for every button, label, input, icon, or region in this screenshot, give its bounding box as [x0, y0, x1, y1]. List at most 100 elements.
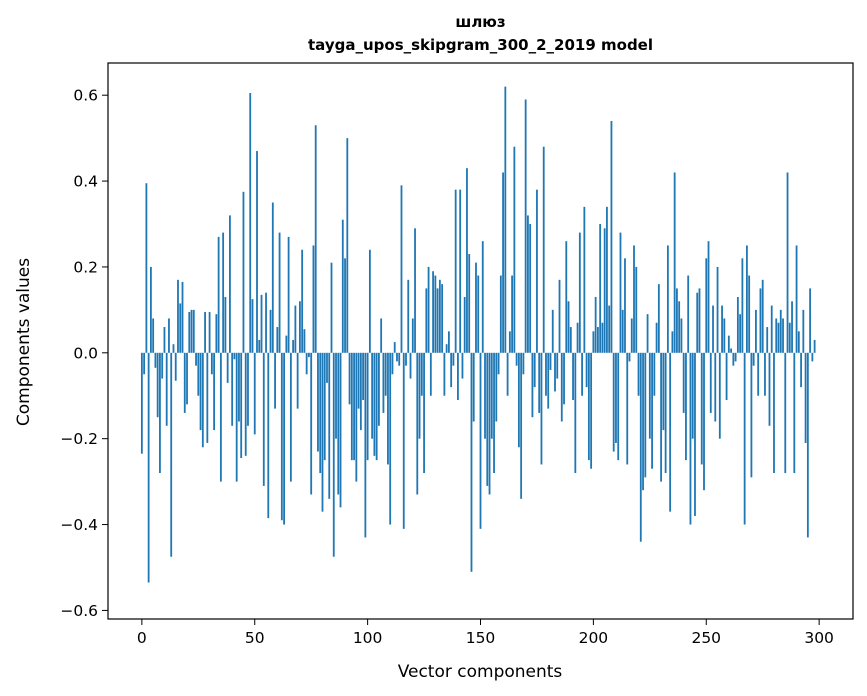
bar	[529, 224, 532, 353]
bar	[350, 352, 353, 461]
bar	[527, 215, 529, 353]
bar	[154, 352, 157, 368]
bar	[400, 185, 403, 353]
bar	[750, 352, 753, 478]
bar	[294, 305, 297, 353]
bar	[477, 275, 480, 353]
bar	[407, 279, 410, 353]
bar	[488, 352, 491, 495]
bar	[583, 206, 586, 353]
bar	[800, 352, 802, 388]
bar	[809, 288, 812, 353]
bar	[592, 331, 595, 353]
bar	[463, 296, 466, 353]
bar	[339, 352, 342, 508]
bar	[289, 352, 292, 482]
y-tick-label: 0.2	[73, 258, 98, 276]
bar	[766, 327, 769, 353]
bar	[513, 146, 516, 353]
bar	[775, 318, 778, 353]
bar	[660, 352, 663, 482]
bar	[685, 352, 687, 461]
bar	[680, 318, 683, 353]
bar	[470, 352, 473, 572]
chart-subtitle: tayga_upos_skipgram_300_2_2019 model	[308, 36, 653, 54]
bar	[536, 189, 538, 353]
bar	[256, 151, 258, 353]
bar	[389, 352, 392, 525]
bar	[341, 219, 344, 353]
bar	[265, 292, 267, 353]
bar	[283, 352, 285, 525]
bar	[714, 352, 717, 422]
x-tick-label: 150	[466, 629, 496, 647]
bar	[240, 352, 243, 458]
bar	[260, 294, 263, 353]
bar	[484, 352, 486, 439]
bar	[355, 352, 358, 482]
bar	[718, 352, 721, 439]
bar	[664, 352, 667, 474]
bar	[323, 352, 326, 461]
bar	[382, 352, 385, 413]
bar	[811, 352, 814, 362]
bar	[549, 352, 552, 370]
bar	[186, 352, 188, 405]
bar	[396, 352, 398, 362]
bar	[364, 352, 367, 538]
bar	[759, 288, 762, 353]
bar	[481, 241, 484, 353]
x-tick-label: 300	[804, 629, 834, 647]
bar	[326, 352, 328, 383]
bar	[768, 352, 771, 426]
bar	[784, 352, 787, 474]
bar	[215, 314, 218, 353]
bar	[490, 352, 493, 439]
bar	[651, 352, 653, 469]
bar	[542, 146, 545, 353]
bar	[782, 318, 784, 353]
bar	[698, 288, 701, 353]
bar	[565, 241, 568, 353]
bar	[736, 296, 739, 353]
bar	[628, 352, 631, 362]
bar	[319, 352, 322, 474]
bar	[192, 309, 195, 353]
bar	[522, 352, 525, 375]
bar	[662, 352, 665, 431]
bar	[653, 352, 656, 396]
bar	[779, 309, 782, 353]
bar	[445, 344, 448, 353]
bar	[475, 262, 477, 353]
bar	[328, 352, 331, 499]
bar	[249, 93, 252, 353]
bar	[161, 352, 164, 379]
bar	[251, 299, 254, 353]
bar	[156, 352, 159, 418]
bar	[569, 327, 572, 353]
bar	[434, 275, 437, 353]
bar	[321, 352, 324, 512]
bar	[793, 352, 796, 474]
bar	[368, 249, 371, 353]
bar	[330, 262, 333, 353]
bar	[468, 254, 471, 353]
bar	[617, 352, 620, 461]
bar	[479, 352, 482, 529]
bar	[635, 266, 638, 353]
bar	[610, 120, 613, 353]
bars-group	[140, 86, 816, 583]
bar	[590, 352, 593, 469]
bar	[615, 352, 617, 443]
y-tick-label: 0.0	[73, 344, 98, 362]
bar	[384, 352, 387, 396]
bar	[222, 232, 225, 353]
bar	[705, 258, 708, 353]
bar	[520, 352, 523, 499]
bar	[669, 352, 672, 512]
bar	[416, 352, 419, 495]
bar	[280, 352, 283, 521]
bar	[346, 138, 349, 353]
bar	[689, 352, 692, 525]
